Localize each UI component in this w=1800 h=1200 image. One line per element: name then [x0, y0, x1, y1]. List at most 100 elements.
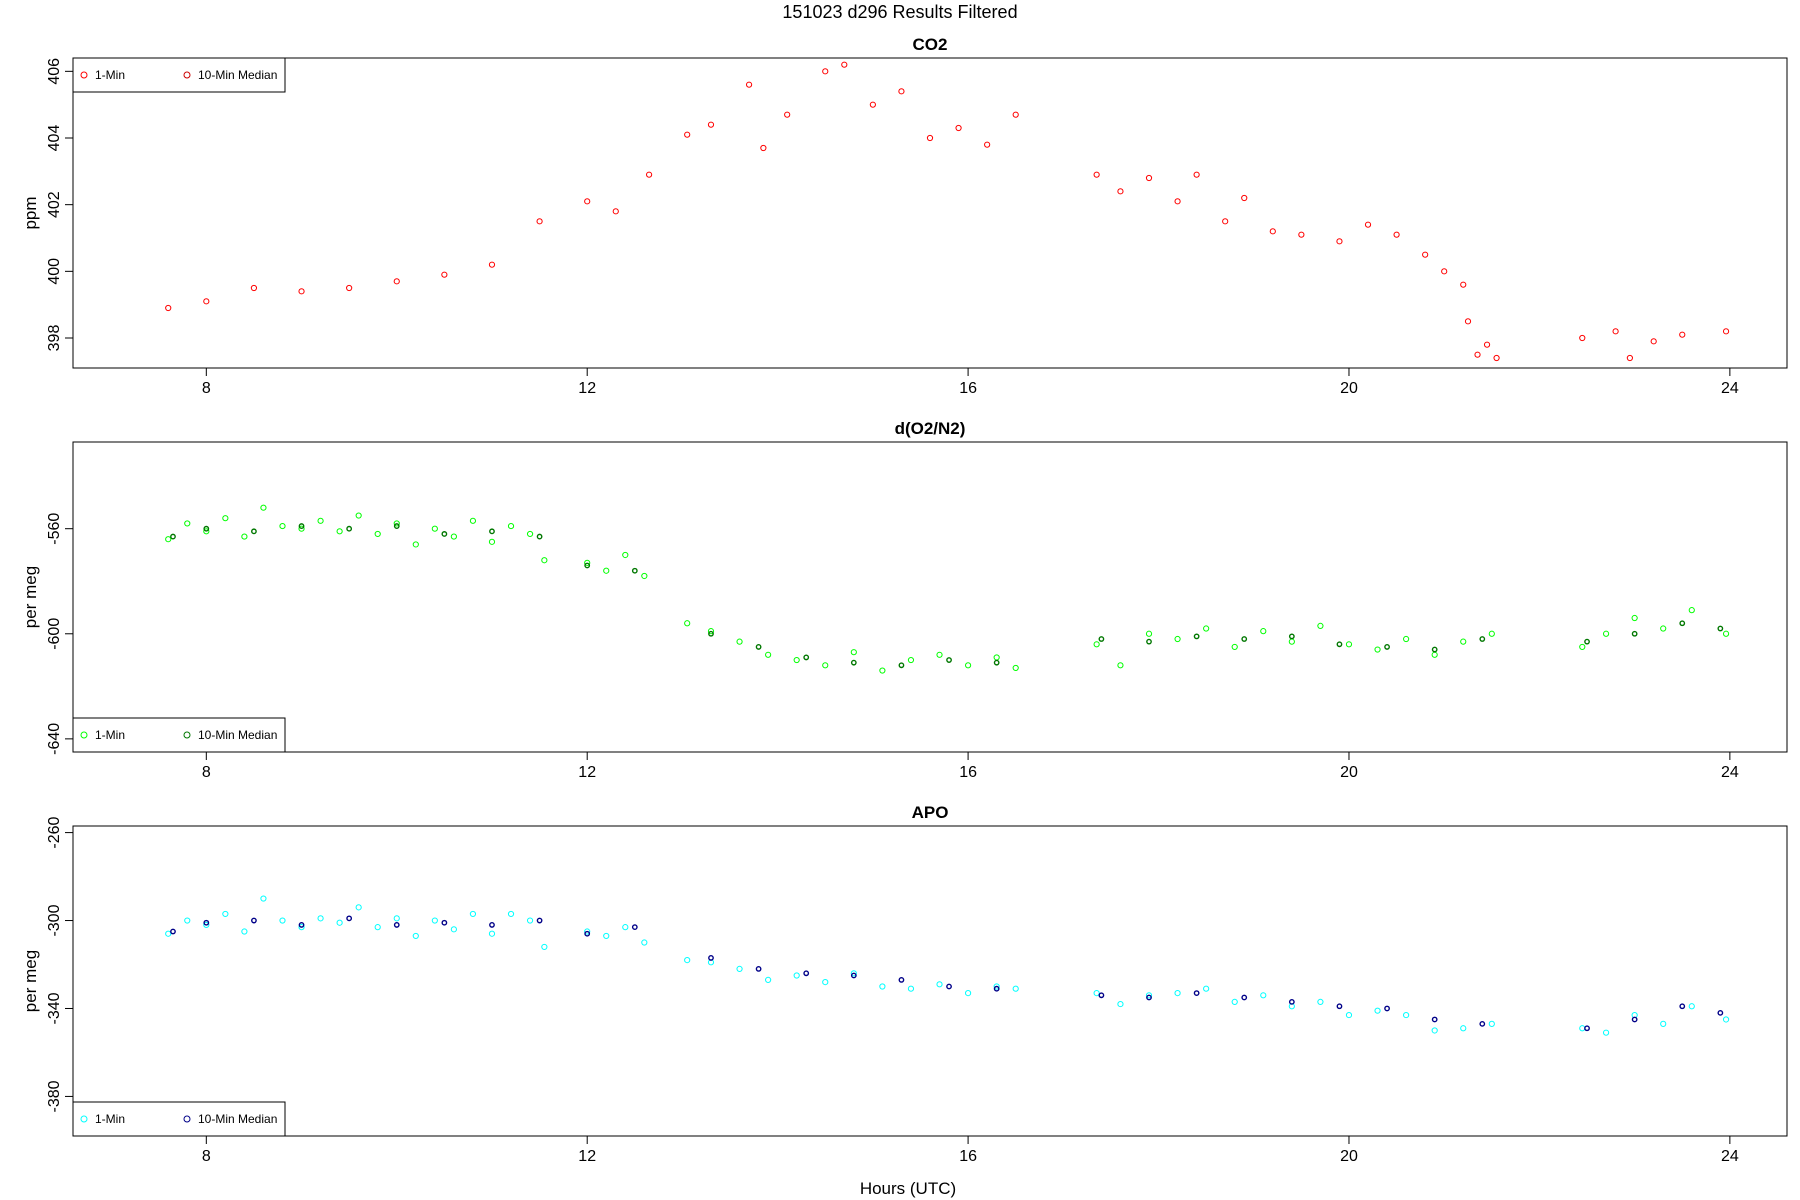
- legend-marker: [80, 731, 88, 739]
- data-point: [346, 525, 353, 532]
- data-point: [1336, 238, 1343, 245]
- data-point: [645, 171, 653, 178]
- data-point: [317, 915, 324, 922]
- data-point: [1345, 1011, 1353, 1019]
- panel-title: CO2: [913, 35, 948, 54]
- data-point: [355, 904, 362, 911]
- data-point: [1193, 171, 1200, 178]
- data-point: [489, 922, 495, 928]
- data-point: [1488, 1020, 1495, 1027]
- data-point: [450, 533, 457, 540]
- legend: 1-Min 10-Min Median: [72, 57, 286, 93]
- legend-marker: [183, 1115, 191, 1123]
- data-point: [1631, 1016, 1638, 1023]
- data-point: [536, 533, 543, 540]
- data-point: [622, 551, 629, 559]
- plot-frame: [72, 57, 1788, 369]
- data-point: [1422, 251, 1429, 258]
- data-point: [1717, 625, 1724, 632]
- data-point: [1260, 992, 1267, 999]
- data-point: [1231, 643, 1238, 651]
- data-point: [184, 917, 191, 924]
- data-point: [1431, 646, 1438, 653]
- panel-title: d(O2/N2): [895, 419, 966, 438]
- data-point: [1145, 992, 1153, 999]
- data-point: [993, 983, 1000, 990]
- legend-box: [72, 57, 286, 93]
- data-point: [1483, 341, 1491, 348]
- data-point: [1460, 638, 1467, 645]
- data-point: [393, 523, 400, 529]
- data-point: [1584, 1025, 1590, 1032]
- data-point: [1479, 1020, 1486, 1027]
- data-point: [603, 567, 610, 574]
- plot-frame: [72, 825, 1788, 1137]
- data-point: [898, 977, 905, 983]
- legend: 1-Min 10-Min Median: [72, 717, 286, 753]
- y-tick-label: -380: [46, 1080, 63, 1112]
- y-axis-label: per meg: [21, 950, 40, 1012]
- data-point: [612, 208, 619, 215]
- legend-box: [72, 1101, 286, 1137]
- y-tick-label: 404: [46, 125, 63, 152]
- data-point: [1441, 268, 1448, 275]
- legend-marker: [80, 1115, 88, 1123]
- data-point: [736, 965, 743, 973]
- data-point: [298, 525, 305, 532]
- data-point: [584, 198, 591, 205]
- legend-label: 1-Min: [95, 68, 125, 82]
- figure-title: 151023 d296 Results Filtered: [782, 2, 1017, 22]
- data-point: [1688, 1003, 1695, 1010]
- data-point: [1117, 662, 1124, 669]
- data-point: [1679, 620, 1686, 627]
- data-point: [298, 288, 305, 295]
- data-point: [1288, 638, 1295, 645]
- data-point: [879, 983, 886, 990]
- data-point: [1231, 998, 1238, 1005]
- data-point: [765, 976, 772, 984]
- data-point: [1602, 1029, 1610, 1036]
- data-point: [964, 989, 972, 997]
- data-point: [898, 662, 905, 669]
- data-point: [374, 924, 381, 931]
- data-point: [526, 917, 534, 924]
- x-tick-label: 24: [1721, 380, 1739, 397]
- data-point: [784, 111, 791, 118]
- data-point: [736, 638, 743, 645]
- y-tick-label: -260: [46, 816, 63, 848]
- data-point: [955, 124, 962, 132]
- data-point: [279, 522, 286, 530]
- data-point: [1431, 1027, 1438, 1034]
- data-point: [1479, 636, 1486, 642]
- data-point: [584, 559, 591, 566]
- data-point: [393, 520, 400, 527]
- data-point: [469, 517, 477, 524]
- panels: CO2 8 12 16 20 24 398 400 402 404 406 ppm 1-Min 10-Mi…: [21, 35, 1788, 1165]
- data-point: [641, 572, 648, 580]
- y-tick-label: 400: [46, 258, 63, 285]
- data-point: [541, 557, 548, 564]
- data-point: [1012, 664, 1019, 672]
- data-point: [1203, 985, 1210, 992]
- x-tick-label: 20: [1340, 380, 1358, 397]
- data-point: [298, 924, 305, 931]
- data-point: [641, 939, 648, 946]
- series-2: [170, 523, 1724, 669]
- data-point: [869, 101, 876, 108]
- data-point: [393, 278, 400, 285]
- data-point: [260, 504, 267, 511]
- y-tick-label: 406: [46, 58, 63, 85]
- data-point: [536, 218, 543, 225]
- data-point: [755, 644, 762, 650]
- data-point: [1174, 989, 1181, 997]
- data-point: [964, 662, 972, 669]
- data-point: [1012, 985, 1019, 992]
- x-tick-label: 8: [202, 380, 211, 397]
- data-point: [822, 68, 829, 75]
- panel-1: CO2 8 12 16 20 24 398 400 402 404 406 ppm 1-Min 10-Mi…: [21, 35, 1788, 397]
- data-point: [1384, 644, 1390, 650]
- data-point: [1493, 354, 1500, 362]
- data-points: [165, 895, 1730, 1036]
- data-point: [822, 662, 829, 669]
- data-point: [441, 271, 448, 278]
